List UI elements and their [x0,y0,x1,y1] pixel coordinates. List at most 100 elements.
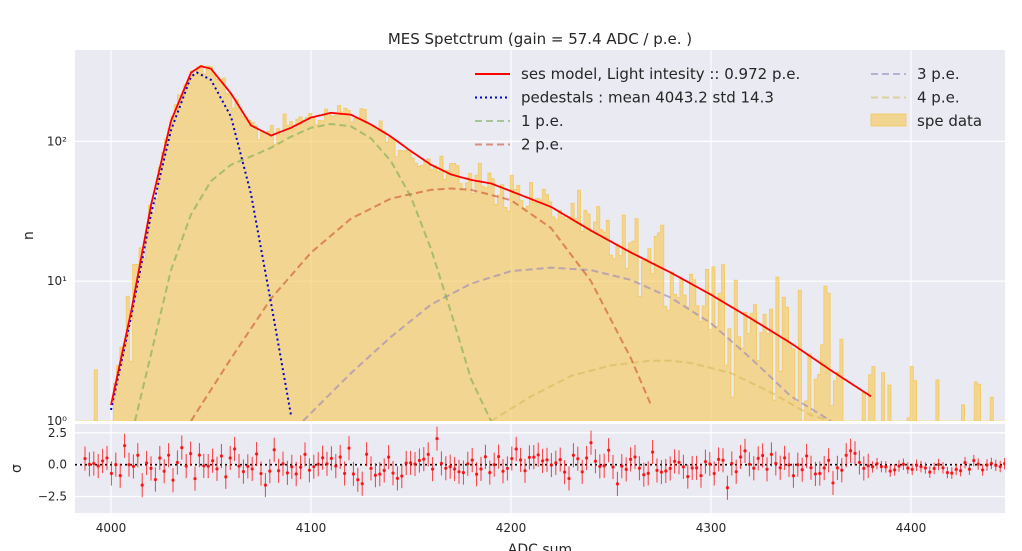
residual-point [624,467,628,471]
residual-point [708,462,712,466]
legend-label-0: ses model, Light intesity :: 0.972 p.e. [521,65,800,83]
residual-point [910,467,914,472]
residual-point [932,466,936,471]
x-tick-label: 4300 [696,521,727,535]
residual-point [642,473,646,477]
residual-point [571,453,576,457]
residual-point [954,467,958,471]
residual-point [703,460,708,464]
residual-point [593,459,598,463]
residual-point [105,456,109,460]
residual-point [228,456,232,460]
residual-point [312,465,316,469]
residual-point [431,467,435,471]
residual-point [426,452,430,456]
residual-point [514,447,518,451]
residual-point [809,466,813,470]
residual-point [87,462,91,466]
residual-point [945,471,950,475]
residual-point [338,455,342,459]
residual-point [919,465,923,469]
x-tick-label: 4000 [96,521,127,535]
residual-point [994,463,998,467]
residual-point [840,468,844,472]
residual-point [224,475,228,479]
residual-point [167,453,171,457]
residual-point [915,463,919,467]
residual-point [387,455,391,459]
residual-point [290,465,294,469]
residual-point [356,478,360,482]
residual-point [448,465,452,469]
residual-point [611,465,615,469]
residual-point [325,462,329,466]
residual-point [149,466,153,470]
residual-point [475,472,479,476]
residual-point [101,459,105,463]
residual-point [1003,462,1005,466]
series-0-curve [110,65,872,406]
residual-point [285,471,289,475]
residual-point [615,482,620,486]
residual-point [439,461,443,466]
y-axis-label-residual: σ [9,464,25,473]
residual-point [268,469,272,473]
residual-point [888,469,892,473]
residual-point [162,469,166,473]
residual-point [875,462,879,466]
residual-point [510,456,514,461]
residual-point [413,462,417,466]
y-tick-label-residual: 0.0 [48,458,67,472]
residual-point [180,445,184,450]
residual-point [835,466,840,470]
residual-point [140,483,144,487]
residual-point [92,461,96,466]
residual-point [981,468,985,472]
residual-point [884,465,888,469]
residual-point [303,452,307,457]
residual-point [721,458,725,462]
residuals-group [75,426,1005,500]
residual-point [853,451,857,455]
residual-point [765,467,769,471]
residual-point [607,448,611,452]
residual-point [527,455,532,459]
residual-point [959,469,963,473]
residual-point [791,474,796,478]
x-tick-label: 4200 [496,521,527,535]
residual-point [871,465,875,469]
legend-label-2: 1 p.e. [521,112,564,130]
residual-point [233,447,237,451]
residual-point [83,456,87,461]
residual-point [453,467,457,471]
residual-point [316,462,320,466]
residual-point [941,466,945,470]
residual-point [435,437,439,441]
residual-point [985,463,989,467]
residual-point [250,467,254,471]
residual-point [923,466,928,470]
residual-point [189,452,193,456]
residual-point [501,469,505,473]
residual-point [673,459,677,463]
y-tick-label-main: 10² [47,134,67,148]
series-4-curve [302,266,832,421]
residual-point [769,452,774,456]
residual-point [369,466,373,471]
residual-point [197,453,201,457]
residual-point [576,457,580,461]
residual-point [259,471,263,476]
y-tick-label-main: 10¹ [47,274,67,288]
residual-point [378,472,382,476]
residual-point [664,469,668,473]
residual-point [857,460,862,465]
residual-point [976,462,980,466]
residual-point [466,462,470,466]
residual-point [373,473,377,477]
residual-point [906,466,910,470]
residual-point [281,462,285,466]
residual-point [796,463,800,467]
residual-point [136,453,140,457]
residual-point [580,470,584,474]
residual-point [637,466,642,470]
